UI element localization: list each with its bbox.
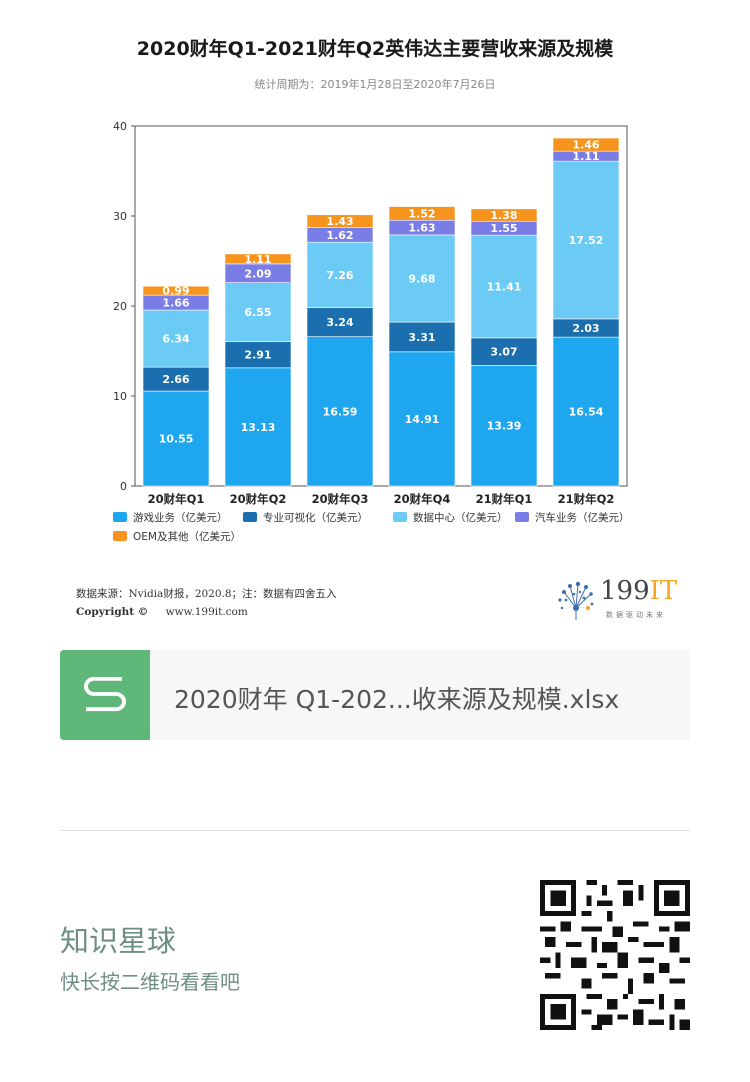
bar-value-label: 1.62 [326,229,353,242]
bar-segment [306,214,374,228]
attachment-card[interactable]: 2020财年 Q1-202...收来源及规模.xlsx [60,650,690,740]
x-tick-label: 20财年Q2 [230,492,287,506]
bar-segment [388,351,456,487]
planet-subtitle: 快长按二维码看看吧 [60,970,240,994]
bar-segment [224,253,292,265]
legend-label: 游戏业务（亿美元） [133,511,228,524]
bar-segment [142,285,210,296]
x-tick-label: 20财年Q4 [394,492,451,506]
bar-segment [470,208,538,222]
bar-value-label: 16.59 [323,405,358,418]
logo-tagline: 数据驱动未来 [606,611,666,619]
bar-value-label: 1.43 [326,215,353,228]
y-tick-label: 20 [113,300,127,313]
bar-segment [470,234,538,339]
copyright-label: Copyright © [76,606,149,618]
bar-segment [470,365,538,487]
legend-label: 专业可视化（亿美元） [263,511,368,524]
logo-text: 199IT [600,576,677,606]
bar-value-label: 1.63 [408,222,435,235]
dandelion-logo-icon [558,581,594,620]
bar-value-label: 1.55 [490,222,517,235]
bar-value-label: 14.91 [405,413,440,426]
bar-segment [552,137,620,152]
spreadsheet-file-icon [60,650,150,740]
y-tick-label: 10 [113,390,127,403]
bar-value-label: 13.39 [487,420,522,433]
bar-segment [224,367,292,487]
bar-segment [224,341,292,369]
x-tick-label: 21财年Q1 [476,492,533,506]
qr-code-icon[interactable] [540,880,690,1030]
legend-label: OEM及其他（亿美元） [133,530,241,543]
bar-value-label: 1.11 [244,253,271,266]
x-tick-label: 21财年Q2 [558,492,615,506]
bar-value-label: 2.66 [162,373,189,386]
bar-value-label: 11.41 [487,281,522,294]
chart-subtitle: 统计周期为：2019年1月28日至2020年7月26日 [254,78,496,91]
copyright-line: Copyright © www.199it.com [76,606,248,618]
bar-value-label: 7.26 [326,269,353,282]
stacked-bar-chart: 0 10 20 30 40 10.55 2.66 6.34 1.660.99 20财年Q1 13.1… [113,120,630,543]
bar-value-label: 10.55 [159,433,194,446]
bar-segment [552,160,620,320]
bar-value-label: 9.68 [408,272,435,285]
section-divider [60,830,690,831]
bar-value-label: 1.38 [490,209,517,222]
bar-value-label: 0.99 [162,285,189,298]
bar-segment [142,390,210,487]
bar-segment [388,321,456,353]
legend-label: 汽车业务（亿美元） [535,511,630,524]
bar-segment [470,337,538,366]
legend-swatch [243,512,257,522]
logo-text-it: IT [649,576,678,606]
bar-segment [552,336,620,487]
bar-segment [388,234,456,323]
bar-segment [388,206,456,221]
bar-value-label: 3.31 [408,331,435,344]
bar-value-label: 1.66 [162,297,189,310]
bar-value-label: 13.13 [241,421,276,434]
legend-swatch [113,512,127,522]
attachment-file-name[interactable]: 2020财年 Q1-202...收来源及规模.xlsx [174,685,620,714]
y-tick-label: 0 [120,480,127,493]
planet-title: 知识星球 [60,924,177,958]
brand-logo: 199IT 数据驱动未来 [554,576,684,622]
bar-value-label: 16.54 [569,406,604,419]
bar-value-label: 1.11 [572,150,599,163]
legend-label: 数据中心（亿美元） [413,511,508,524]
bar-segment [142,309,210,368]
bar-value-label: 2.91 [244,349,271,362]
bar-value-label: 6.34 [162,333,189,346]
y-tick-label: 30 [113,210,127,223]
bar-value-label: 17.52 [569,234,604,247]
chart-title: 2020财年Q1-2021财年Q2英伟达主要营收来源及规模 [136,38,614,60]
copyright-url[interactable]: www.199it.com [165,606,248,618]
bar-value-label: 3.07 [490,346,517,359]
bar-value-label: 2.09 [244,267,271,280]
bar-segment [306,336,374,487]
y-tick-label: 40 [113,120,127,133]
bar-value-label: 2.03 [572,322,599,335]
logo-text-num: 199 [600,576,650,606]
bar-value-label: 1.46 [572,139,599,152]
x-tick-label: 20财年Q3 [312,492,369,506]
bar-segment [224,282,292,342]
data-source-note: 数据来源：Nvidia财报，2020.8；注：数据有四舍五入 [76,588,337,600]
legend-swatch [393,512,407,522]
bar-value-label: 3.24 [326,316,353,329]
bar-segment [306,307,374,337]
legend-swatch [113,531,127,541]
x-tick-label: 20财年Q1 [148,492,205,506]
legend-swatch [515,512,529,522]
bar-value-label: 6.55 [244,306,271,319]
bar-value-label: 1.52 [408,207,435,220]
